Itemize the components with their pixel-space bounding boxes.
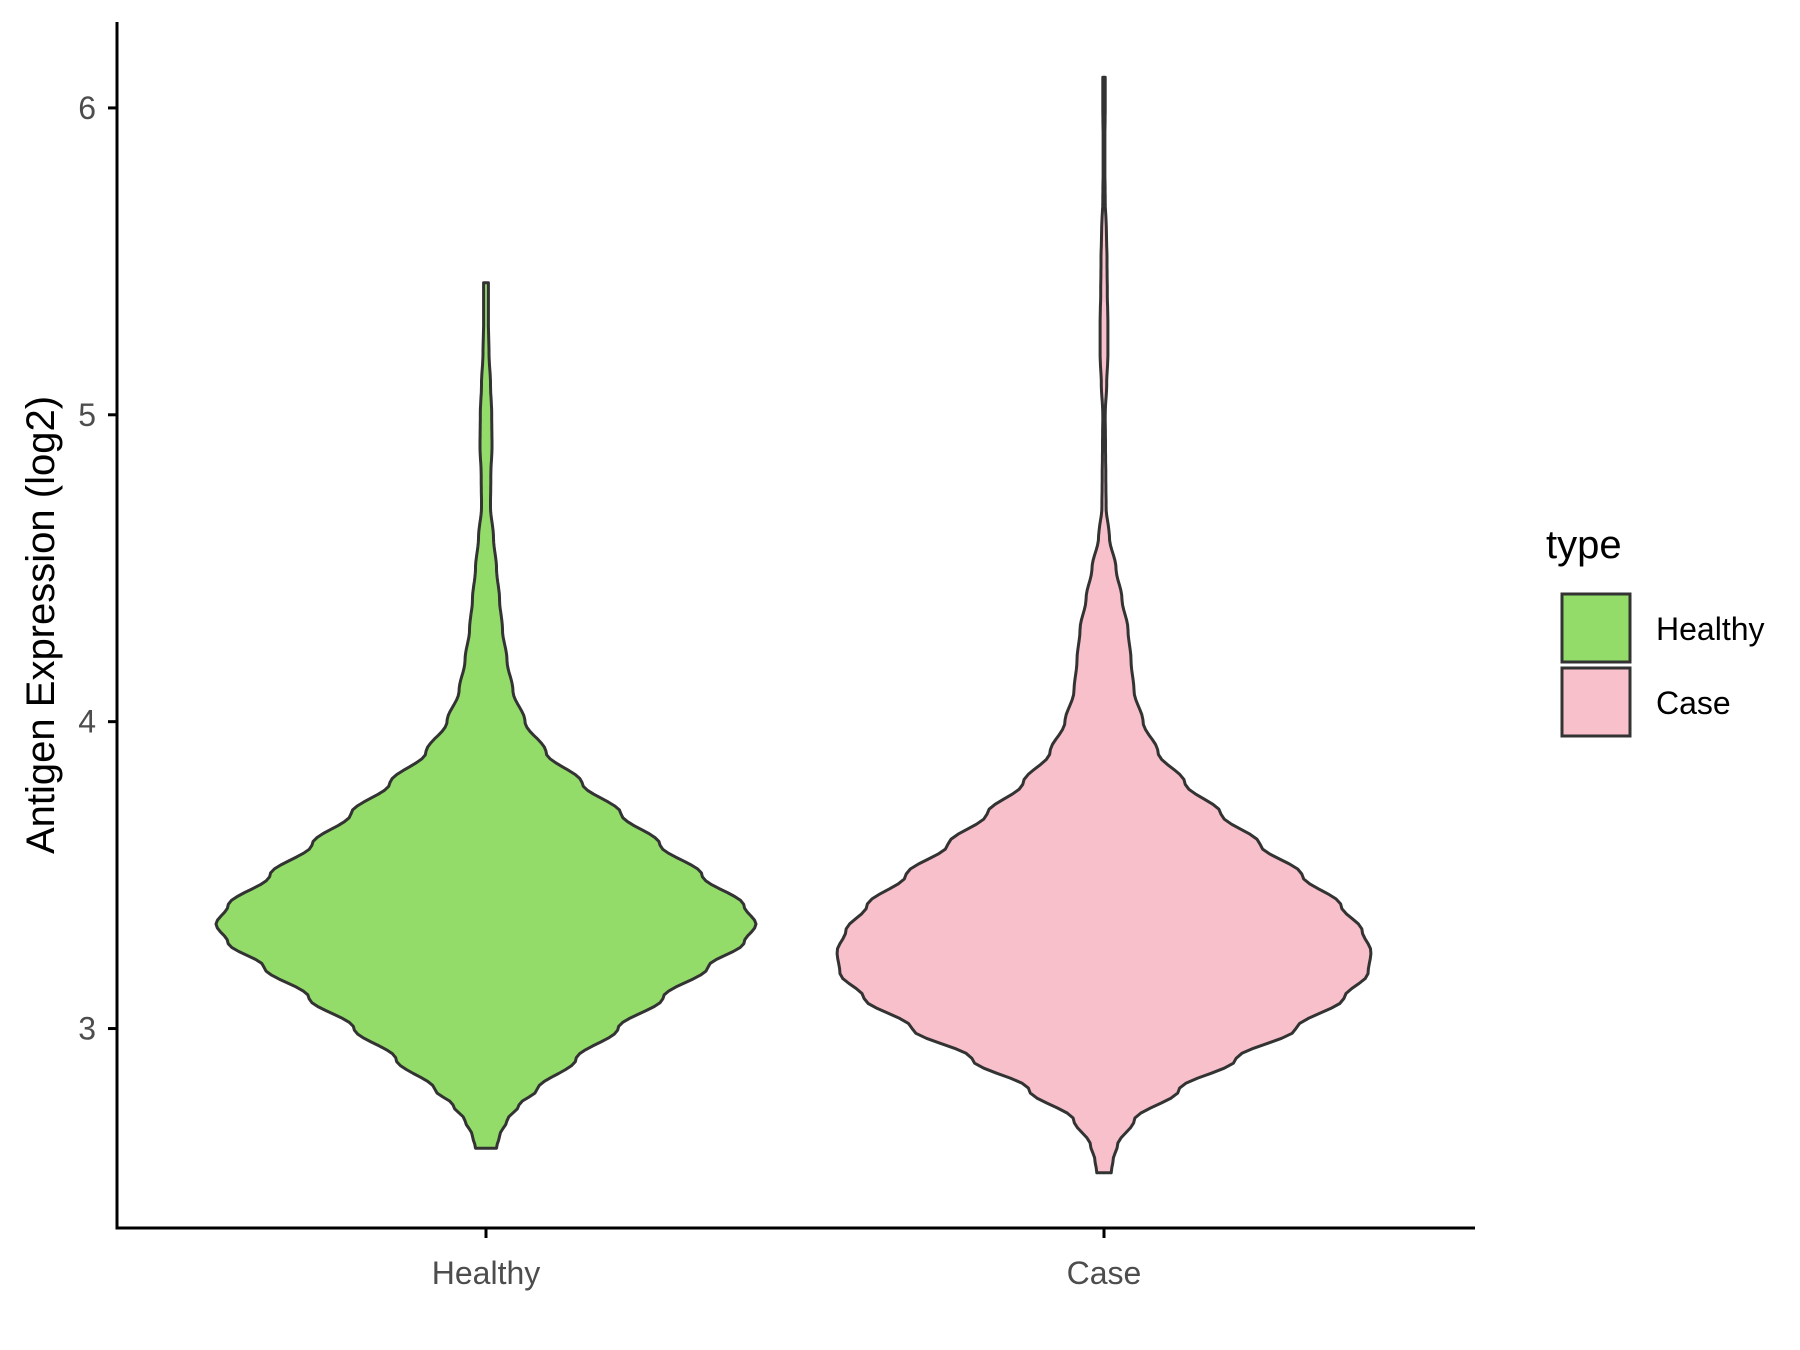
legend-key-healthy bbox=[1560, 592, 1632, 664]
legend-label-case: Case bbox=[1656, 685, 1731, 721]
legend: type Healthy Case bbox=[1546, 523, 1765, 738]
y-axis-title: Antigen Expression (log2) bbox=[19, 396, 63, 854]
x-tick-label-healthy: Healthy bbox=[432, 1255, 541, 1291]
legend-title: type bbox=[1546, 523, 1622, 567]
x-tick-label-case: Case bbox=[1067, 1255, 1142, 1291]
violin-case bbox=[835, 75, 1373, 1175]
violin-layer bbox=[214, 75, 1373, 1175]
legend-label-healthy: Healthy bbox=[1656, 611, 1765, 647]
y-axis-ticks: 3 4 5 6 bbox=[78, 90, 117, 1047]
violin-healthy bbox=[214, 281, 758, 1150]
y-tick-label: 6 bbox=[78, 90, 96, 126]
legend-key-case bbox=[1560, 666, 1632, 738]
y-tick-label: 4 bbox=[78, 704, 96, 740]
y-tick-label: 5 bbox=[78, 397, 96, 433]
y-tick-label: 3 bbox=[78, 1011, 96, 1047]
x-axis-ticks: Healthy Case bbox=[432, 1229, 1142, 1291]
